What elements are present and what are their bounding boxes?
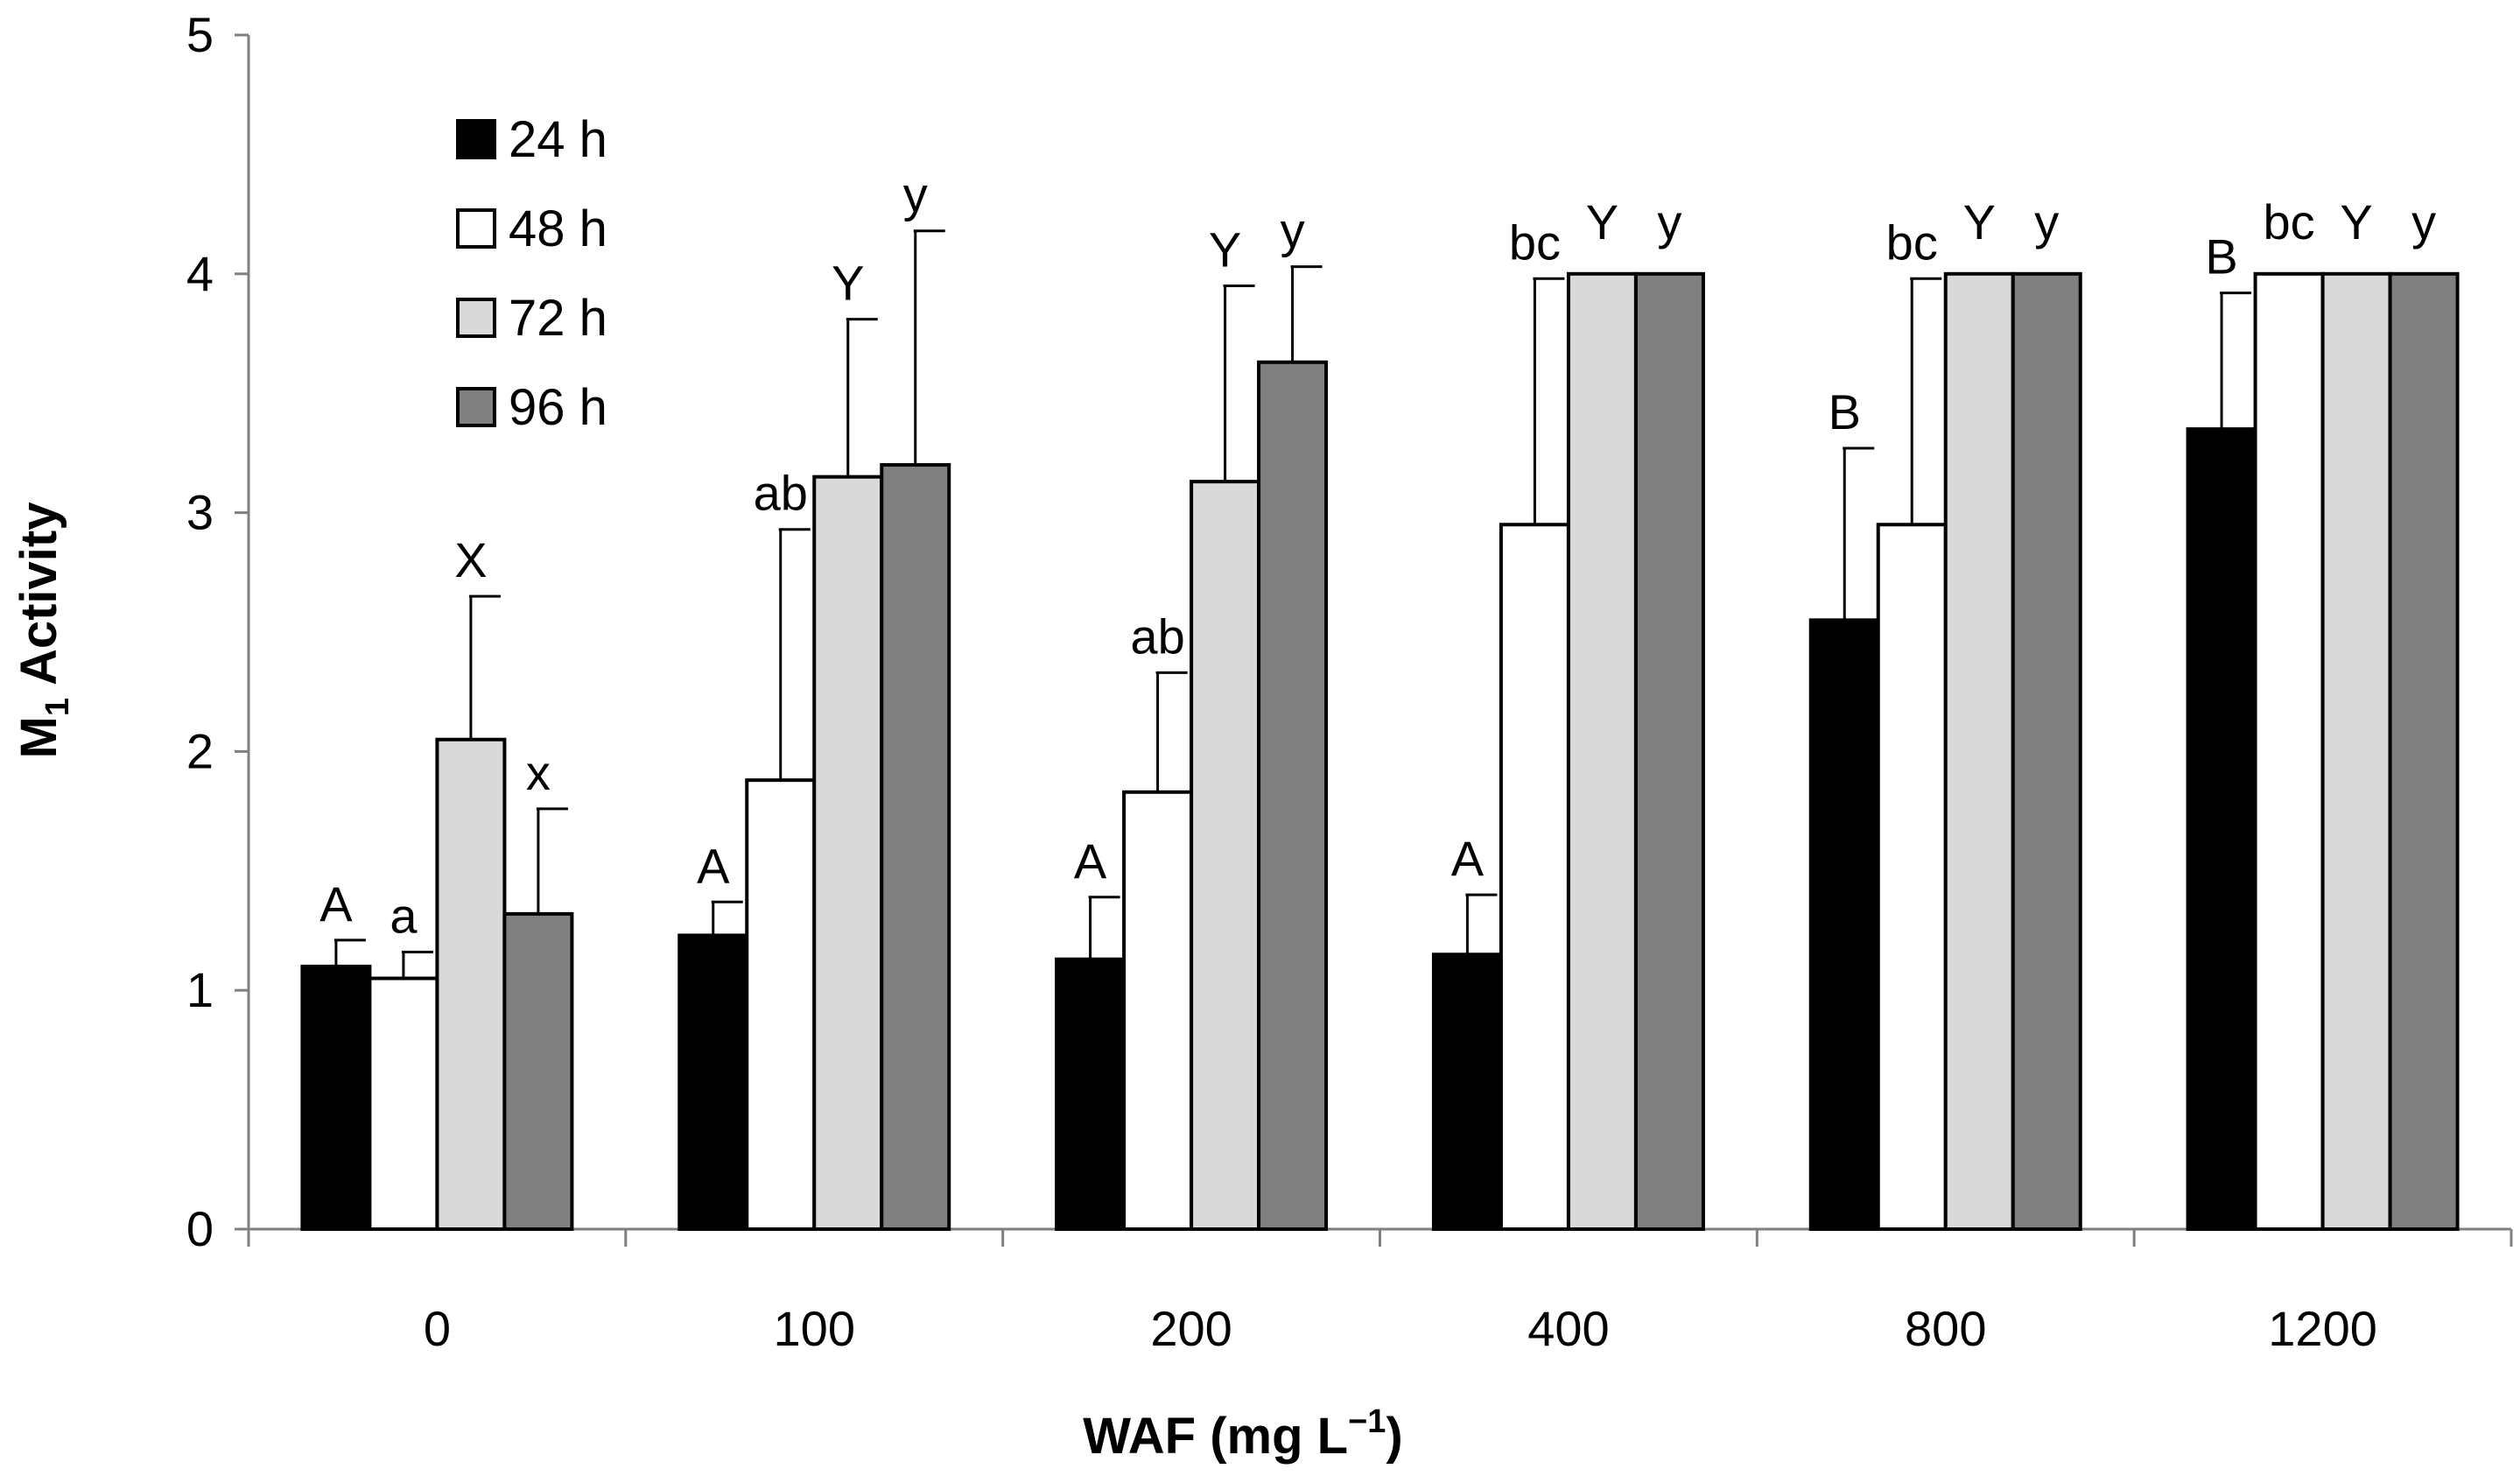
- legend-label-96h: 96 h: [509, 379, 607, 436]
- significance-label: a: [390, 889, 418, 944]
- bar-72h-0: [435, 737, 507, 1231]
- y-tick-label: 4: [186, 246, 214, 301]
- bar-48h-0: [368, 976, 439, 1232]
- significance-labels: A A A A B Ba ab ab bc bc bc X Y Y Y Y Yx y y y y y: [319, 167, 2436, 944]
- significance-label: y: [903, 167, 928, 222]
- bar-48h-100: [745, 778, 817, 1231]
- significance-label: Y: [2340, 194, 2372, 250]
- legend-label-48h: 48 h: [509, 200, 607, 257]
- bar-96h-800: [2011, 271, 2082, 1231]
- bar-48h-400: [1499, 523, 1570, 1231]
- significance-label: bc: [1886, 214, 1938, 270]
- bar-24h-200: [1055, 957, 1127, 1231]
- significance-label: B: [1829, 384, 1861, 439]
- bars: [300, 271, 2460, 1232]
- legend-swatch-72h: [456, 298, 496, 338]
- significance-label: Y: [1209, 221, 1241, 277]
- significance-label: X: [454, 532, 487, 587]
- legend-swatch-96h: [456, 387, 496, 427]
- error-bars: [333, 229, 2252, 979]
- bar-24h-400: [1431, 952, 1503, 1232]
- significance-label: bc: [1509, 214, 1561, 270]
- x-tick-label-0: 0: [424, 1301, 451, 1356]
- significance-label: y: [1657, 194, 1681, 250]
- significance-label: Y: [1963, 194, 1996, 250]
- bar-48h-200: [1122, 790, 1194, 1231]
- legend-label-72h: 72 h: [509, 290, 607, 347]
- x-tick-label-100: 100: [774, 1301, 855, 1356]
- significance-label: A: [1074, 833, 1107, 889]
- significance-label: B: [2205, 229, 2237, 285]
- significance-label: Y: [832, 256, 864, 311]
- significance-label: bc: [2264, 194, 2315, 250]
- significance-label: x: [526, 745, 551, 800]
- y-tick-label: 5: [186, 7, 214, 62]
- significance-label: y: [1281, 203, 1305, 258]
- bar-96h-0: [502, 911, 574, 1232]
- x-tick-label-1200: 1200: [2268, 1301, 2377, 1356]
- y-tick-label: 2: [186, 723, 214, 778]
- bar-72h-1200: [2320, 271, 2392, 1231]
- legend: 24 h 48 h 72 h 96 h: [456, 111, 607, 436]
- legend-swatch-24h: [456, 119, 496, 159]
- bar-24h-800: [1808, 618, 1880, 1231]
- bar-72h-800: [1943, 271, 2015, 1231]
- significance-label: A: [319, 876, 353, 931]
- bar-96h-100: [880, 463, 951, 1231]
- y-tick-label: 1: [186, 962, 214, 1017]
- x-tick-label-800: 800: [1905, 1301, 1986, 1356]
- bar-96h-200: [1257, 360, 1329, 1231]
- legend-swatch-48h: [456, 208, 496, 249]
- bar-72h-100: [812, 474, 884, 1231]
- y-axis-title: M1 Activity: [11, 503, 76, 759]
- y-tick-label: 3: [186, 485, 214, 540]
- bar-24h-100: [677, 933, 749, 1232]
- bar-96h-1200: [2388, 271, 2460, 1231]
- x-axis-title: WAF (mg L−1): [1083, 1403, 1403, 1465]
- legend-label-24h: 24 h: [509, 111, 607, 168]
- significance-label: A: [697, 838, 730, 893]
- significance-label: y: [2034, 194, 2059, 250]
- significance-label: Y: [1586, 194, 1618, 250]
- x-tick-label-200: 200: [1150, 1301, 1232, 1356]
- significance-label: ab: [754, 466, 808, 521]
- bar-72h-200: [1190, 480, 1261, 1231]
- bar-72h-400: [1566, 271, 1638, 1231]
- bar-24h-0: [300, 964, 372, 1232]
- y-tick-label: 0: [186, 1201, 214, 1256]
- bar-48h-1200: [2253, 271, 2325, 1231]
- bar-24h-1200: [2186, 427, 2257, 1231]
- bar-96h-400: [1633, 271, 1705, 1231]
- significance-label: y: [2411, 194, 2436, 250]
- bar-48h-800: [1876, 523, 1948, 1231]
- significance-label: ab: [1130, 608, 1184, 664]
- significance-label: A: [1451, 831, 1485, 886]
- x-tick-label-400: 400: [1527, 1301, 1609, 1356]
- axes: 0 1 2 3 4 5 0 100 200 400 800 1200: [186, 7, 2513, 1356]
